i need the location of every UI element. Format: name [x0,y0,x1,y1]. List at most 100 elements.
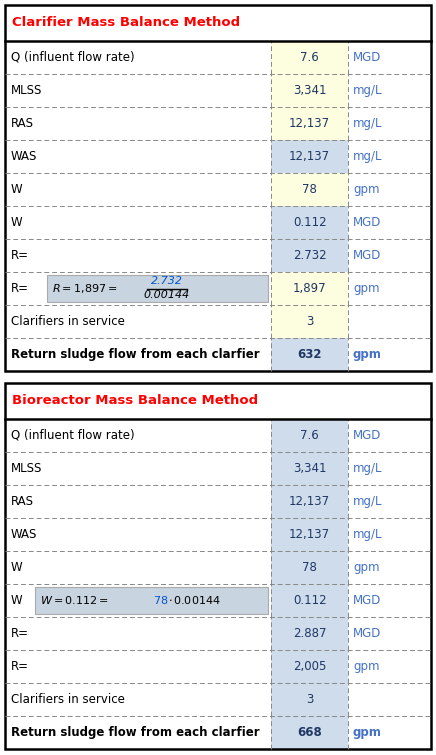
Bar [5,239,271,272]
Text: gpm: gpm [353,348,382,361]
Bar [348,419,431,452]
Bar [348,338,431,371]
Bar [271,518,348,551]
Bar [271,173,348,206]
Bar [271,41,348,74]
Bar [271,419,348,452]
Text: W: W [11,216,23,229]
Bar [348,206,431,239]
Bar [5,74,271,107]
Bar [5,518,271,551]
Bar [348,107,431,140]
Text: MGD: MGD [353,249,382,262]
Bar [5,617,271,650]
Bar [348,617,431,650]
Text: 3: 3 [306,693,313,706]
Text: 12,137: 12,137 [289,495,330,508]
Bar [348,74,431,107]
Text: gpm: gpm [353,660,379,673]
Bar [5,383,431,419]
Bar [348,650,431,683]
Bar [271,584,348,617]
Bar [35,587,268,614]
Text: 1,897: 1,897 [293,282,327,295]
Text: 2.887: 2.887 [293,627,326,640]
Bar [271,716,348,749]
Text: gpm: gpm [353,726,382,739]
Bar [5,419,271,452]
Bar [5,650,271,683]
Bar [348,551,431,584]
Bar [271,206,348,239]
Bar [271,272,348,305]
Bar [5,683,271,716]
Bar [271,452,348,485]
Text: mg/L: mg/L [353,495,382,508]
Bar [5,584,271,617]
Bar [348,683,431,716]
Bar [5,206,271,239]
Text: Q (influent flow rate): Q (influent flow rate) [11,51,135,64]
Text: R=: R= [11,249,29,262]
Text: 0.112: 0.112 [293,594,327,607]
Bar [348,584,431,617]
Text: MGD: MGD [353,627,382,640]
Bar [348,272,431,305]
Text: 3,341: 3,341 [293,462,326,475]
Text: mg/L: mg/L [353,84,382,97]
Text: 2.732: 2.732 [151,276,183,286]
Text: Return sludge flow from each clarfier: Return sludge flow from each clarfier [11,348,259,361]
Text: 3: 3 [306,315,313,328]
Text: Clarifiers in service: Clarifiers in service [11,315,125,328]
Text: gpm: gpm [353,561,379,574]
Text: RAS: RAS [11,117,34,130]
Text: 78: 78 [302,183,317,196]
Bar [348,140,431,173]
Text: Return sludge flow from each clarfier: Return sludge flow from each clarfier [11,726,259,739]
Bar [5,452,271,485]
Text: Clarifiers in service: Clarifiers in service [11,693,125,706]
Text: $\it{\cdot\,0.00144}$: $\it{\cdot\,0.00144}$ [168,594,221,606]
Text: MGD: MGD [353,216,382,229]
Text: RAS: RAS [11,495,34,508]
Bar [271,239,348,272]
Bar [47,275,268,302]
Text: Bioreactor Mass Balance Method: Bioreactor Mass Balance Method [12,395,258,408]
Bar [5,272,271,305]
Bar [5,551,271,584]
Text: W: W [11,183,23,196]
Text: R=: R= [11,282,29,295]
Text: $\it{W = 0.112 = }$: $\it{W = 0.112 = }$ [40,594,109,606]
Bar [271,305,348,338]
Text: R=: R= [11,627,29,640]
Text: 7.6: 7.6 [300,429,319,442]
Bar [5,140,271,173]
Text: MGD: MGD [353,51,382,64]
Bar [5,305,271,338]
Bar [5,5,431,371]
Text: 668: 668 [297,726,322,739]
Bar [271,551,348,584]
Bar [348,485,431,518]
Text: 12,137: 12,137 [289,117,330,130]
Text: 2.732: 2.732 [293,249,327,262]
Text: gpm: gpm [353,282,379,295]
Text: mg/L: mg/L [353,462,382,475]
Text: R=: R= [11,660,29,673]
Bar [348,239,431,272]
Bar [271,140,348,173]
Text: WAS: WAS [11,150,37,163]
Bar [5,41,271,74]
Bar [348,305,431,338]
Bar [5,383,431,749]
Text: 0.112: 0.112 [293,216,327,229]
Bar [5,173,271,206]
Text: $\it{R = 1{,}897 = }$: $\it{R = 1{,}897 = }$ [52,282,118,295]
Bar [5,5,431,41]
Bar [271,617,348,650]
Text: mg/L: mg/L [353,150,382,163]
Text: 12,137: 12,137 [289,150,330,163]
Text: 0.00144: 0.00144 [144,291,190,300]
Bar [5,716,271,749]
Bar [348,716,431,749]
